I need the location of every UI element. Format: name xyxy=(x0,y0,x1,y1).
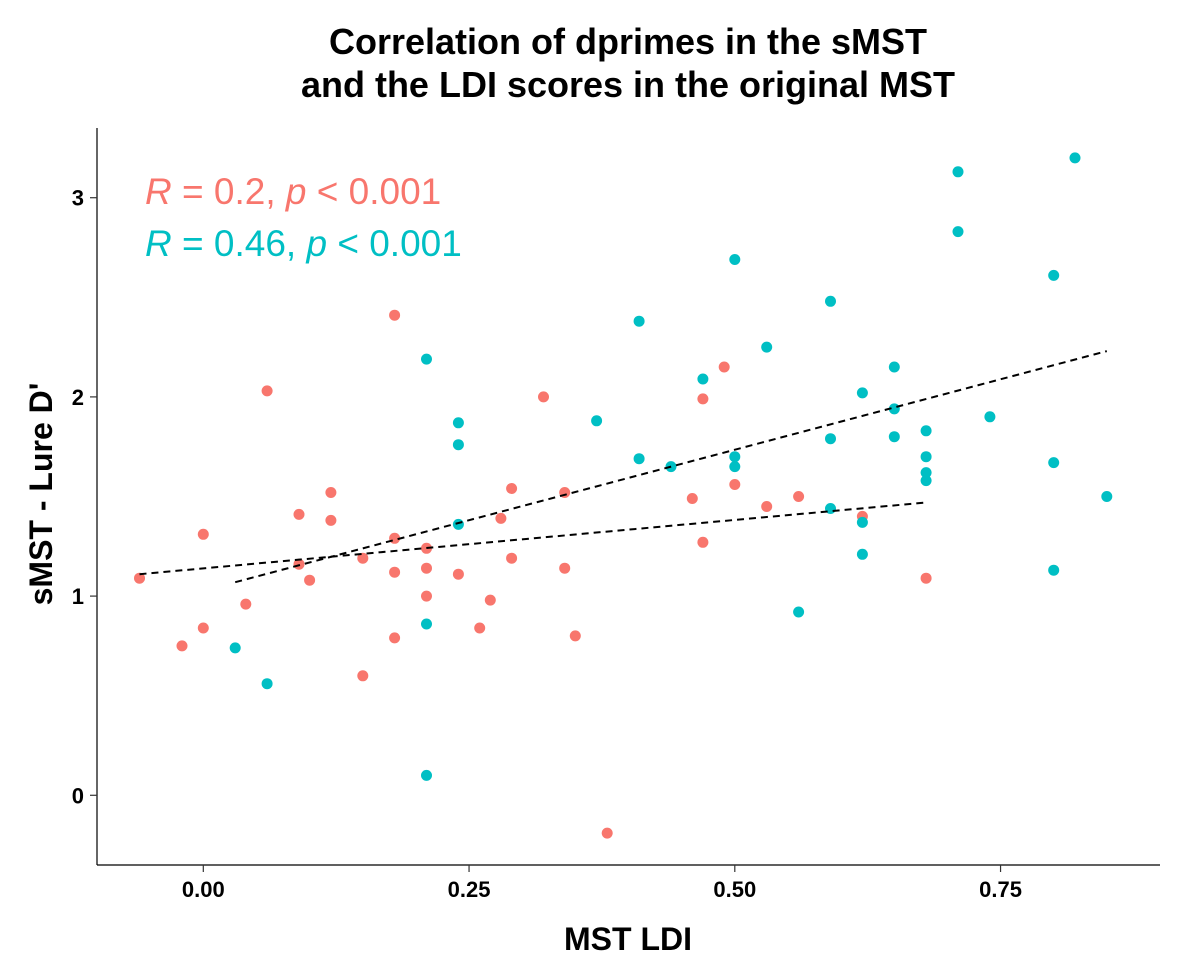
data-point xyxy=(729,451,741,463)
trend-lines xyxy=(139,350,1108,584)
data-point xyxy=(325,514,337,526)
x-tick-label: 0.50 xyxy=(713,877,756,902)
data-point xyxy=(697,373,709,385)
x-tick-label: 0.25 xyxy=(448,877,491,902)
plot-area xyxy=(134,152,1113,839)
data-point xyxy=(421,353,432,365)
data-point xyxy=(761,341,773,353)
data-point xyxy=(825,295,836,307)
y-tick-label: 1 xyxy=(72,584,84,609)
data-point xyxy=(506,552,518,564)
data-point xyxy=(495,512,507,524)
data-point xyxy=(357,552,369,564)
y-axis-title: sMST - Lure D' xyxy=(23,383,59,606)
data-point xyxy=(718,361,730,373)
data-point xyxy=(421,562,432,574)
data-point xyxy=(452,417,464,429)
data-point xyxy=(729,461,741,473)
data-point xyxy=(421,618,432,630)
data-point xyxy=(538,391,549,403)
data-point xyxy=(389,309,401,321)
data-point xyxy=(697,536,709,548)
data-point xyxy=(601,827,613,839)
data-point xyxy=(559,562,571,574)
data-point xyxy=(197,622,209,634)
data-point xyxy=(825,433,836,445)
data-point xyxy=(389,632,401,644)
data-point xyxy=(1048,457,1060,469)
data-point xyxy=(357,670,369,682)
data-point xyxy=(176,640,188,652)
data-point xyxy=(474,622,486,634)
data-point xyxy=(633,315,645,327)
data-point xyxy=(506,483,518,494)
y-tick-label: 2 xyxy=(72,385,84,410)
data-point xyxy=(569,630,581,642)
data-point xyxy=(1101,491,1113,502)
data-point xyxy=(325,487,337,498)
data-point xyxy=(984,411,996,423)
stat-annotation-red: R = 0.2, p < 0.001 xyxy=(145,171,441,212)
stat-r-value: = 0.46, xyxy=(172,223,307,264)
data-point xyxy=(452,439,464,451)
data-point xyxy=(1069,152,1081,164)
data-point xyxy=(591,415,603,427)
stat-p-label: p xyxy=(285,171,307,212)
stat-p-value: < 0.001 xyxy=(306,171,441,212)
data-point xyxy=(686,493,698,504)
data-point xyxy=(421,769,432,781)
data-point xyxy=(920,475,932,487)
data-point xyxy=(952,226,964,238)
data-point xyxy=(888,361,900,373)
chart-title-line-1: Correlation of dprimes in the sMST xyxy=(329,21,927,62)
trend-line xyxy=(234,350,1108,584)
data-point xyxy=(134,572,145,584)
stat-r-label: R xyxy=(145,171,172,212)
trend-line xyxy=(139,501,927,576)
data-point xyxy=(484,594,496,606)
stat-annotation-cyan: R = 0.46, p < 0.001 xyxy=(145,223,462,264)
data-point xyxy=(729,479,741,490)
data-point xyxy=(729,254,741,265)
data-point xyxy=(633,453,645,465)
data-point xyxy=(452,518,464,530)
data-point xyxy=(920,451,932,463)
stat-p-value: < 0.001 xyxy=(327,223,462,264)
data-point xyxy=(261,385,273,397)
y-tick-label: 3 xyxy=(72,186,84,211)
data-point xyxy=(952,166,964,178)
data-point xyxy=(856,548,868,560)
stat-p-label: p xyxy=(305,223,327,264)
data-point xyxy=(304,574,316,586)
data-point xyxy=(761,501,773,512)
data-point xyxy=(452,568,464,580)
axes: 0.00 0.25 0.50 0.75 0 1 2 3 xyxy=(72,128,1160,902)
data-point xyxy=(920,467,932,479)
data-point xyxy=(261,678,273,690)
data-point xyxy=(229,642,241,654)
data-point xyxy=(1048,564,1060,576)
x-tick-label: 0.00 xyxy=(182,877,225,902)
data-point xyxy=(888,431,900,443)
data-point xyxy=(1048,269,1060,281)
data-point xyxy=(389,566,401,578)
data-point xyxy=(920,572,932,584)
stat-r-value: = 0.2, xyxy=(172,171,286,212)
stat-r-label: R xyxy=(145,223,172,264)
data-point xyxy=(856,516,868,528)
data-point xyxy=(293,508,305,520)
data-point xyxy=(793,491,805,502)
data-point xyxy=(421,590,432,602)
data-point xyxy=(920,425,932,437)
y-tick-label: 0 xyxy=(72,783,84,808)
data-point xyxy=(697,393,709,405)
data-point xyxy=(856,387,868,399)
data-point xyxy=(793,606,805,618)
x-tick-label: 0.75 xyxy=(979,877,1022,902)
chart-title-line-2: and the LDI scores in the original MST xyxy=(301,64,955,105)
data-point xyxy=(197,528,209,540)
x-axis-title: MST LDI xyxy=(564,921,692,957)
data-point xyxy=(240,598,252,610)
